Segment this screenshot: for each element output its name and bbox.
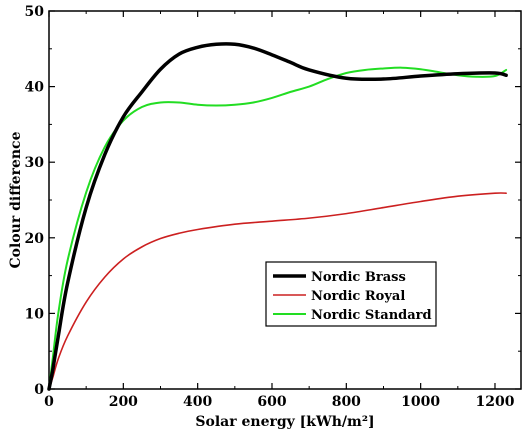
x-tick-label: 1000	[401, 394, 440, 410]
y-tick-label: 50	[25, 4, 45, 20]
legend: Nordic Brass Nordic Royal Nordic Standard	[265, 261, 437, 327]
series-line-nordic-standard	[48, 66, 508, 390]
legend-box	[265, 261, 437, 327]
x-tick-label: 0	[44, 394, 54, 410]
y-axis-label: Colour difference	[8, 131, 24, 268]
legend-label: Nordic Standard	[311, 308, 432, 323]
y-tick-label: 10	[25, 306, 45, 322]
y-tick-label: 30	[25, 155, 45, 171]
x-tick-label: 400	[183, 394, 212, 410]
x-tick-label: 200	[109, 394, 138, 410]
y-tick-label: 0	[34, 382, 44, 398]
x-tick-label: 1200	[475, 394, 514, 410]
x-axis-label: Solar energy [kWh/m²]	[195, 414, 374, 430]
series-line-nordic-brass	[47, 42, 508, 391]
legend-label: Nordic Brass	[311, 270, 406, 285]
series-line-nordic-royal	[48, 192, 507, 390]
y-tick-label: 20	[25, 231, 45, 247]
x-tick-label: 800	[332, 394, 361, 410]
plot-area: 0 200 400 600 800 1000 1200 0 10 20 30 40 50	[25, 4, 522, 410]
legend-label: Nordic Royal	[311, 289, 405, 304]
y-tick-label: 40	[25, 80, 45, 96]
x-tick-label: 600	[257, 394, 286, 410]
